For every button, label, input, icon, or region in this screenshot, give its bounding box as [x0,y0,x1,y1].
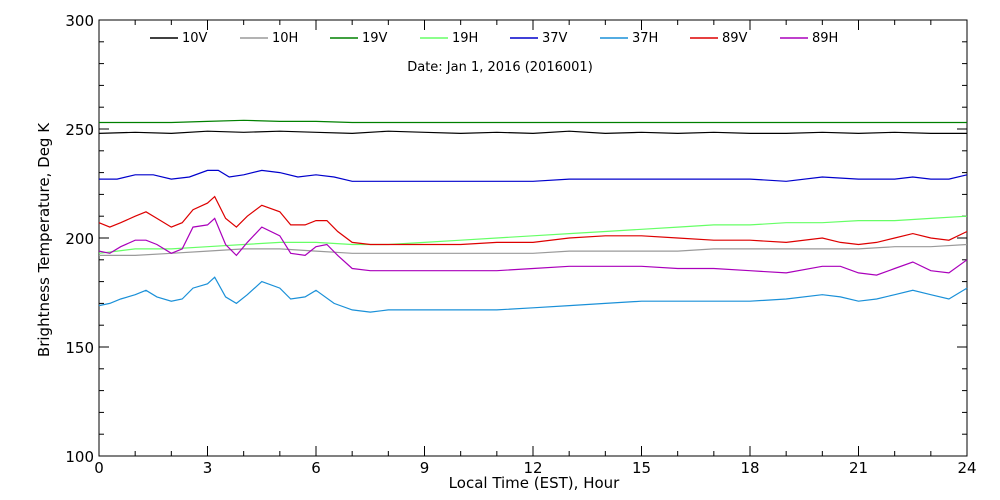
series-line-10v [98,130,967,135]
legend-label: 89V [722,31,748,46]
legend-label: 19H [452,31,478,46]
y-tick-label: 250 [65,121,94,139]
legend-label: 37H [632,31,658,46]
series-lines [98,119,968,313]
x-tick-label: 6 [311,459,321,477]
x-tick-label: 24 [957,459,976,477]
series-line-37h [98,276,968,313]
x-tick-label: 3 [203,459,213,477]
series-line-89v [98,195,968,246]
y-tick-label: 100 [65,448,94,466]
legend-label: 89H [812,31,838,46]
legend-label: 37V [542,31,568,46]
x-tick-label: 0 [94,459,104,477]
x-tick-label: 15 [632,459,651,477]
x-tick-label: 9 [420,459,430,477]
legend-label: 19V [362,31,388,46]
plot-frame [98,19,968,457]
x-axis-title: Local Time (EST), Hour [449,474,620,492]
axes: 0 3 6 9 12 15 18 21 24 100 150 200 250 300 [65,12,976,477]
date-label: Date: Jan 1, 2016 (2016001) [407,60,593,75]
series-line-10h [99,243,968,256]
legend-label: 10V [182,31,208,46]
y-axis-title: Brightness Temperature, Deg K [35,122,53,357]
series-line-89h [98,217,968,276]
series-line-37v [99,169,968,182]
series-line-19v [99,119,967,124]
x-tick-label: 18 [740,459,759,477]
legend-label: 10H [272,31,298,46]
series-line-19h [98,215,968,254]
y-tick-label: 300 [65,12,94,30]
y-tick-label: 150 [65,339,94,357]
x-tick-label: 12 [523,459,542,477]
y-tick-label: 200 [65,230,94,248]
x-tick-label: 21 [849,459,868,477]
legend: 10V 10H 19V 19H 37V 37H 89V 89H [150,31,838,46]
